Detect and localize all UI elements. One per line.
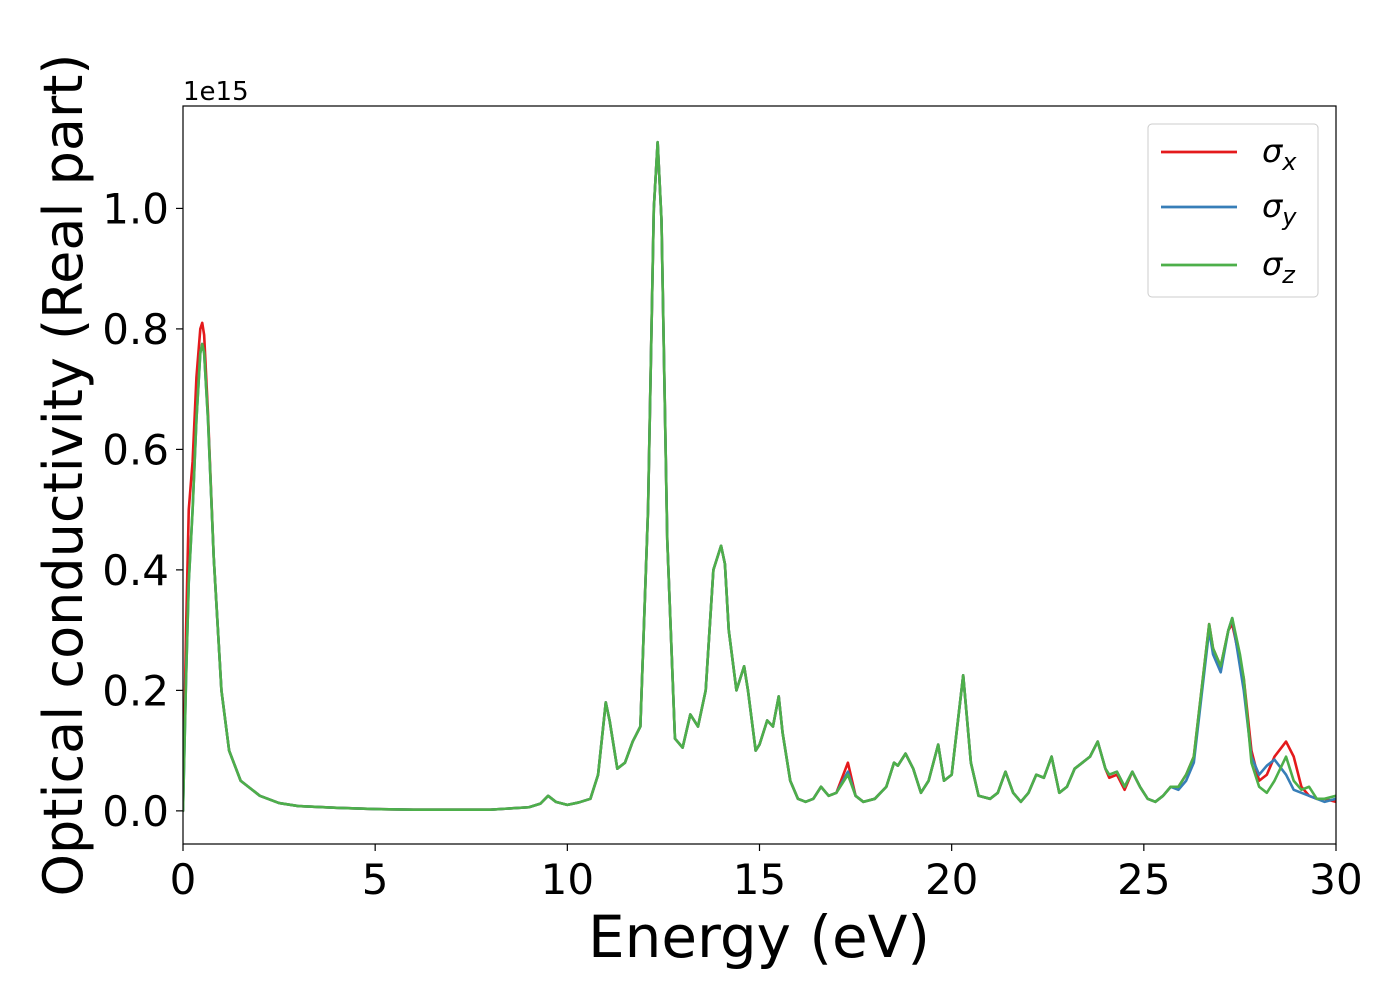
x-tick-label: 0: [170, 855, 197, 904]
y-tick-label: 0.8: [102, 305, 169, 354]
y-tick-label: 0.0: [102, 787, 169, 836]
y-tick-label: 0.4: [102, 546, 169, 595]
legend-label-sigma-z: σz: [1262, 245, 1296, 289]
x-tick-label: 5: [362, 855, 389, 904]
legend: σx σy σz: [1147, 123, 1319, 298]
legend-label-sigma-x: σx: [1262, 132, 1297, 176]
x-tick-label: 10: [541, 855, 594, 904]
y-tick-label: 0.2: [102, 666, 169, 715]
series-line-sigma-z: [183, 140, 1336, 813]
y-tick-label: 0.6: [102, 425, 169, 474]
x-axis-title: Energy (eV): [588, 903, 930, 971]
y-axis: 0.0 0.2 0.4 0.6 0.8 1.0: [102, 184, 183, 836]
x-tick-label: 20: [925, 855, 978, 904]
y-tick-label: 1.0: [102, 184, 169, 233]
legend-label-sigma-y: σy: [1262, 187, 1297, 231]
y-axis-title: Optical conductivity (Real part): [32, 54, 95, 897]
series-layer: [183, 140, 1336, 813]
y-axis-multiplier: 1e15: [183, 77, 249, 107]
legend-box: [1147, 123, 1319, 298]
x-tick-label: 30: [1309, 855, 1362, 904]
x-tick-label: 15: [733, 855, 786, 904]
x-axis: 0 5 10 15 20 25 30: [170, 844, 1363, 904]
x-tick-label: 25: [1117, 855, 1170, 904]
